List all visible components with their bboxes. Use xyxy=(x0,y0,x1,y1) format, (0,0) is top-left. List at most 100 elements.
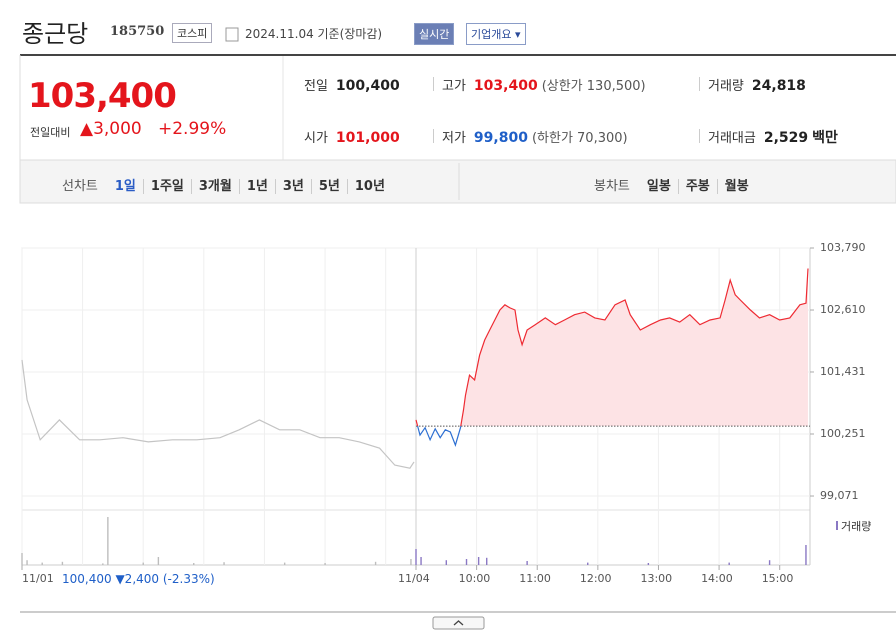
volume-bar xyxy=(142,562,144,565)
volume-bar xyxy=(465,559,468,565)
footer-pct: (-2.33%) xyxy=(162,572,215,586)
market-badge: 코스피 xyxy=(172,23,213,43)
period-tab[interactable]: 월봉 xyxy=(716,179,756,194)
period-tab[interactable]: 10년 xyxy=(346,179,392,194)
volume-legend: 거래량 xyxy=(836,518,871,534)
stat-value: 24,818 xyxy=(751,78,806,94)
y-tick-label: 100,251 xyxy=(820,427,866,440)
y-tick-label: 102,610 xyxy=(820,303,866,316)
volume-bar xyxy=(157,557,160,565)
stat-value: 103,400 xyxy=(473,78,538,94)
period-tab[interactable]: 1년 xyxy=(238,179,275,194)
period-tab[interactable]: 1주일 xyxy=(142,179,191,194)
footer-close: 100,400 xyxy=(62,572,112,586)
collapse-button[interactable] xyxy=(432,616,485,630)
company-info-button[interactable]: 기업개요 ▾ xyxy=(466,23,526,45)
volume-bar xyxy=(647,563,650,565)
stat-separator xyxy=(699,77,700,91)
stat: 시가 101,000 xyxy=(304,127,400,146)
volume-bar xyxy=(420,557,422,565)
volume-bar xyxy=(324,563,326,565)
y-tick-label: 99,071 xyxy=(820,489,859,502)
volume-bar xyxy=(415,549,417,565)
y-tick-label: 101,431 xyxy=(820,365,866,378)
period-tab[interactable]: 주봉 xyxy=(677,179,717,194)
stat-label: 저가 xyxy=(442,131,466,146)
price-line xyxy=(21,359,415,469)
volume-bar xyxy=(102,563,104,565)
stat-label: 시가 xyxy=(304,131,328,146)
x-tick-label: 15:00 xyxy=(762,572,794,585)
candle-chart-tabs: 봉차트 일봉 주봉 월봉 xyxy=(594,175,756,194)
stat-label: 전일 xyxy=(304,79,328,94)
volume-bar xyxy=(21,553,23,565)
x-tick-label: 13:00 xyxy=(640,572,672,585)
change-label: 전일대비 xyxy=(30,126,71,139)
period-tab[interactable]: 3년 xyxy=(274,179,311,194)
volume-bar xyxy=(41,562,43,565)
stat-value: 2,529 xyxy=(763,130,809,146)
collapse-icon xyxy=(453,620,464,626)
stat-value: 101,000 xyxy=(335,130,400,146)
period-tab[interactable]: 1일 xyxy=(114,179,136,194)
stock-name: 종근당 xyxy=(22,20,89,48)
volume-bar xyxy=(410,559,412,565)
y-tick-label: 103,790 xyxy=(820,241,866,254)
stat-value: 99,800 xyxy=(473,130,528,146)
stat-note: (상한가 130,500) xyxy=(541,79,646,94)
x-tick-label: 10:00 xyxy=(459,572,491,585)
date-text: 2024.11.04 기준(장마감) xyxy=(245,27,383,41)
x-tick-label: 11/04 xyxy=(398,572,430,585)
volume-bar xyxy=(477,557,480,565)
price-line-up xyxy=(415,268,809,427)
change-value: ▲3,000 xyxy=(80,119,142,139)
stat: 거래량 24,818 xyxy=(708,75,806,94)
stat-value: 100,400 xyxy=(335,78,400,94)
volume-bar xyxy=(728,562,730,565)
tab-list: 1일 1주일 3개월 1년 3년 5년 10년 xyxy=(108,175,392,194)
stat: 전일 100,400 xyxy=(304,75,400,94)
volume-bar xyxy=(526,561,528,565)
calendar-icon xyxy=(225,27,239,42)
stat-separator xyxy=(433,77,434,91)
footer-summary: 100,400 ▼2,400 (-2.33%) xyxy=(62,572,215,586)
volume-bar xyxy=(486,557,488,565)
tab-group-label: 봉차트 xyxy=(594,179,630,194)
volume-legend-mark xyxy=(836,521,838,530)
volume-label: 거래량 xyxy=(841,520,872,533)
change-pct: +2.99% xyxy=(158,119,227,139)
stat: 저가 99,800 (하한가 70,300) xyxy=(442,127,628,146)
period-tab[interactable]: 5년 xyxy=(310,179,347,194)
volume-bar xyxy=(61,561,64,565)
stat-separator xyxy=(699,129,700,143)
stat-separator xyxy=(433,129,434,143)
current-price: 103,400 xyxy=(28,76,177,116)
volume-bar xyxy=(26,560,28,565)
volume-bar xyxy=(587,562,589,565)
tab-group-label: 선차트 xyxy=(62,179,98,194)
volume-bar xyxy=(223,562,225,565)
x-tick-label: 11/01 xyxy=(22,572,54,585)
period-tab[interactable]: 3개월 xyxy=(190,179,239,194)
tab-list: 일봉 주봉 월봉 xyxy=(640,175,756,194)
stat-unit: 백만 xyxy=(812,130,838,146)
stat-label: 고가 xyxy=(442,79,466,94)
volume-bar xyxy=(445,560,448,565)
stat-label: 거래대금 xyxy=(708,131,756,146)
x-tick-label: 12:00 xyxy=(580,572,612,585)
period-tab[interactable]: 일봉 xyxy=(646,179,671,194)
price-area xyxy=(416,268,808,427)
stat: 고가 103,400 (상한가 130,500) xyxy=(442,75,646,94)
volume-bar xyxy=(283,562,286,565)
volume-bar xyxy=(768,560,771,565)
volume-bar xyxy=(374,561,377,565)
stat-label: 거래량 xyxy=(708,79,744,94)
volume-bar xyxy=(193,563,195,565)
realtime-button[interactable]: 실시간 xyxy=(414,23,455,45)
stat-note: (하한가 70,300) xyxy=(531,131,628,146)
x-tick-label: 14:00 xyxy=(701,572,733,585)
volume-bar xyxy=(805,545,807,565)
